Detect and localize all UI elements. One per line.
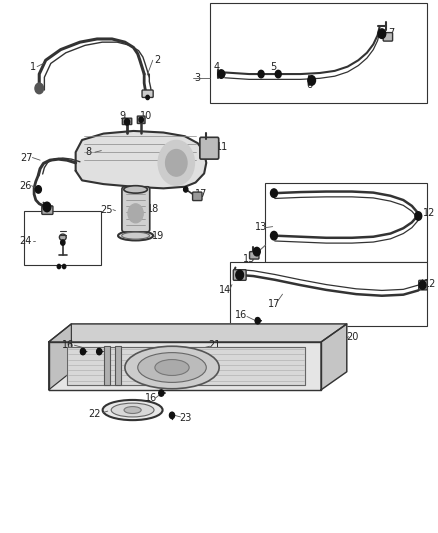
Polygon shape bbox=[321, 324, 347, 390]
Text: 1: 1 bbox=[30, 62, 36, 71]
Ellipse shape bbox=[138, 353, 206, 382]
Circle shape bbox=[184, 187, 188, 192]
FancyBboxPatch shape bbox=[383, 33, 392, 41]
Circle shape bbox=[166, 150, 187, 176]
FancyBboxPatch shape bbox=[419, 280, 427, 290]
Text: 26: 26 bbox=[19, 181, 32, 191]
Text: 16: 16 bbox=[62, 340, 74, 350]
Bar bbox=[210, 3, 427, 103]
Text: 8: 8 bbox=[85, 147, 92, 157]
Text: 6: 6 bbox=[306, 80, 312, 90]
Polygon shape bbox=[49, 324, 347, 342]
Text: 5: 5 bbox=[270, 62, 276, 71]
Circle shape bbox=[97, 349, 102, 355]
FancyBboxPatch shape bbox=[42, 206, 53, 214]
Circle shape bbox=[62, 264, 66, 269]
Circle shape bbox=[255, 318, 260, 324]
Circle shape bbox=[43, 202, 51, 212]
Polygon shape bbox=[49, 324, 71, 390]
Ellipse shape bbox=[125, 346, 219, 389]
Ellipse shape bbox=[118, 231, 153, 240]
Circle shape bbox=[271, 189, 277, 197]
Text: 4: 4 bbox=[213, 62, 219, 72]
Text: 11: 11 bbox=[216, 142, 229, 152]
FancyBboxPatch shape bbox=[122, 187, 150, 232]
Text: 9: 9 bbox=[120, 110, 126, 120]
Bar bbox=[265, 182, 427, 262]
Polygon shape bbox=[49, 342, 321, 390]
Text: 18: 18 bbox=[147, 204, 159, 214]
Text: 16: 16 bbox=[145, 393, 157, 403]
Polygon shape bbox=[67, 348, 305, 384]
Circle shape bbox=[158, 141, 194, 185]
Text: 17: 17 bbox=[195, 189, 207, 199]
Text: 3: 3 bbox=[194, 73, 201, 83]
Circle shape bbox=[35, 185, 41, 193]
Text: 16: 16 bbox=[235, 310, 247, 320]
Circle shape bbox=[378, 29, 386, 38]
Text: 12: 12 bbox=[424, 208, 436, 219]
Circle shape bbox=[236, 270, 244, 280]
Polygon shape bbox=[76, 131, 206, 188]
FancyBboxPatch shape bbox=[122, 118, 132, 125]
Text: 22: 22 bbox=[88, 409, 101, 419]
Ellipse shape bbox=[60, 234, 66, 240]
Text: 14: 14 bbox=[219, 286, 231, 295]
FancyBboxPatch shape bbox=[193, 192, 202, 200]
Text: 15: 15 bbox=[243, 254, 255, 264]
Circle shape bbox=[80, 349, 85, 355]
Ellipse shape bbox=[111, 403, 154, 417]
Ellipse shape bbox=[122, 232, 149, 239]
Text: 17: 17 bbox=[268, 298, 280, 309]
Bar bbox=[104, 346, 110, 384]
Text: 2: 2 bbox=[154, 55, 160, 65]
Circle shape bbox=[271, 231, 277, 240]
FancyBboxPatch shape bbox=[200, 138, 219, 159]
Circle shape bbox=[218, 70, 225, 78]
FancyBboxPatch shape bbox=[250, 252, 259, 259]
Circle shape bbox=[170, 412, 175, 418]
Bar bbox=[230, 262, 427, 326]
Bar bbox=[116, 346, 121, 384]
FancyBboxPatch shape bbox=[233, 270, 246, 280]
Text: 21: 21 bbox=[208, 340, 220, 350]
Circle shape bbox=[124, 119, 130, 125]
FancyBboxPatch shape bbox=[142, 90, 153, 98]
Circle shape bbox=[308, 76, 315, 85]
Circle shape bbox=[35, 83, 43, 94]
Circle shape bbox=[254, 247, 260, 256]
Circle shape bbox=[415, 212, 422, 220]
Text: 12: 12 bbox=[424, 279, 436, 288]
Circle shape bbox=[146, 95, 149, 100]
Text: 23: 23 bbox=[180, 413, 192, 423]
Ellipse shape bbox=[124, 407, 141, 414]
Text: 10: 10 bbox=[140, 110, 152, 120]
Ellipse shape bbox=[124, 185, 148, 193]
Circle shape bbox=[57, 264, 60, 269]
Text: 20: 20 bbox=[346, 332, 359, 342]
Circle shape bbox=[258, 70, 264, 78]
Text: 25: 25 bbox=[101, 205, 113, 215]
Circle shape bbox=[128, 204, 143, 223]
Circle shape bbox=[275, 70, 281, 78]
Bar bbox=[24, 211, 101, 265]
Text: 7: 7 bbox=[388, 28, 395, 38]
Circle shape bbox=[60, 240, 65, 245]
Ellipse shape bbox=[102, 400, 162, 420]
Circle shape bbox=[139, 117, 143, 123]
Circle shape bbox=[419, 281, 426, 289]
Ellipse shape bbox=[155, 360, 189, 375]
Text: 13: 13 bbox=[255, 222, 267, 232]
Text: 27: 27 bbox=[20, 152, 33, 163]
Text: 24: 24 bbox=[19, 236, 32, 246]
Circle shape bbox=[159, 390, 164, 396]
Text: 19: 19 bbox=[152, 231, 164, 241]
FancyBboxPatch shape bbox=[138, 116, 145, 124]
